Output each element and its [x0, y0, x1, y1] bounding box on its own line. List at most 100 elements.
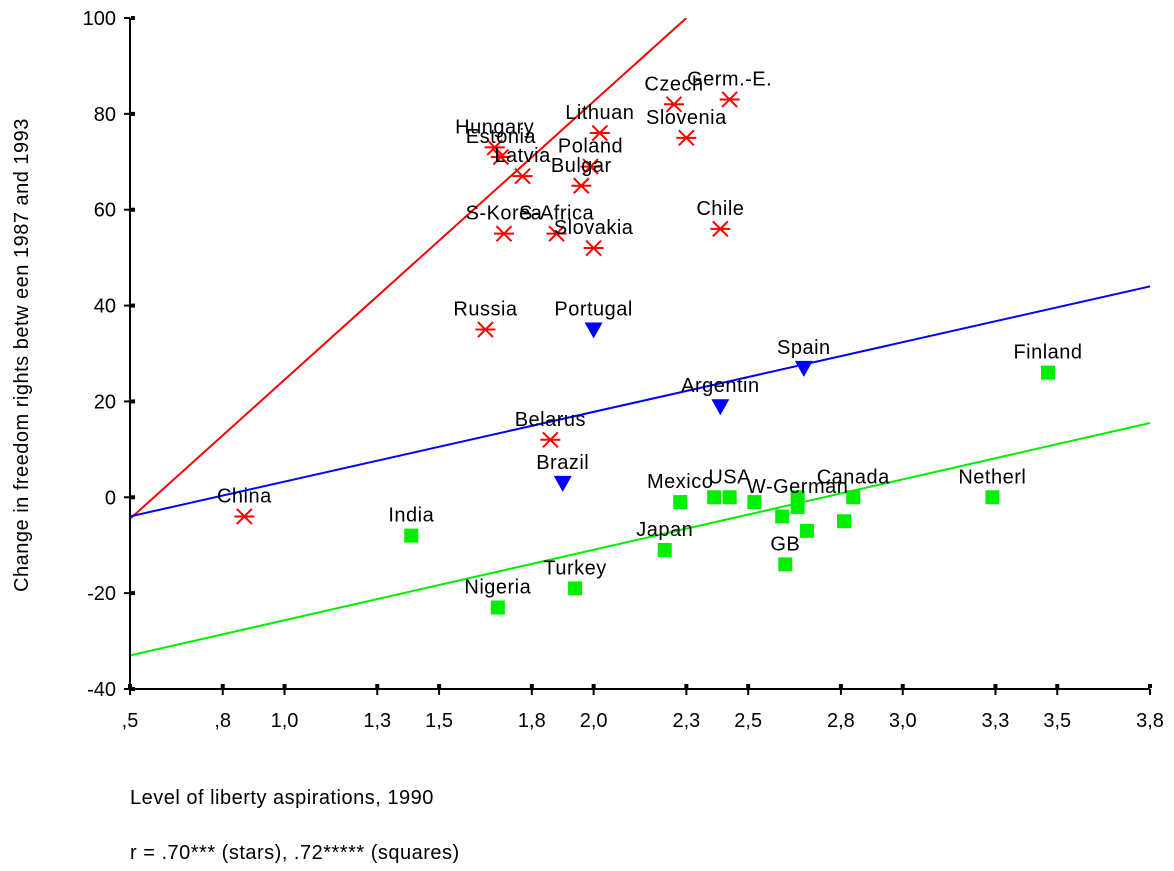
triangle-marker [553, 475, 572, 492]
square-marker [778, 557, 793, 572]
square-marker [673, 495, 688, 510]
point-label: Portugal [554, 299, 633, 321]
y-tick-label: -40 [87, 679, 116, 701]
star-marker [710, 220, 731, 238]
point-label: Canada [817, 466, 890, 488]
square-marker [747, 495, 762, 510]
star-marker [490, 148, 511, 166]
point-label: Nigeria [464, 577, 531, 599]
point-label: Argentin [681, 375, 760, 397]
x-tick-label: 1,8 [518, 710, 546, 732]
x-tick-mark [437, 684, 442, 688]
x-tick-mark [128, 684, 132, 688]
star-marker [719, 91, 740, 108]
x-tick-label: 2,5 [734, 710, 762, 732]
x-tick-mark [838, 684, 843, 688]
x-tick-label: 1,5 [425, 710, 453, 732]
point-label: Chile [696, 198, 744, 220]
y-tick-label: -20 [87, 583, 116, 605]
star-marker [484, 139, 505, 156]
square-marker [790, 490, 805, 505]
star-marker [540, 431, 561, 448]
square-marker [490, 600, 505, 615]
point-label: China [217, 485, 272, 507]
y-tick-mark [131, 111, 135, 116]
y-tick-mark [131, 591, 135, 596]
point-label: Mexico [647, 471, 713, 493]
point-label: India [388, 505, 434, 527]
y-tick-mark [131, 399, 135, 404]
square-marker [837, 514, 851, 529]
point-label: Russia [453, 299, 518, 321]
y-axis-label: Change in freedom rights betw een 1987 a… [11, 118, 33, 592]
star-marker [580, 158, 601, 175]
point-label: Slovenia [646, 107, 727, 129]
point-label: Germ.-E. [687, 68, 772, 90]
x-tick-mark [1148, 684, 1152, 688]
star-marker [589, 124, 610, 142]
y-tick-label: 80 [94, 104, 116, 126]
point-label: Czech [644, 73, 703, 95]
star-marker [676, 129, 697, 147]
x-tick-mark [529, 684, 534, 688]
x-tick-label: 1,0 [271, 710, 299, 732]
star-marker [475, 321, 496, 338]
point-label: Brazil [536, 452, 589, 474]
y-tick-mark [131, 303, 135, 308]
x-tick-label: 3,3 [982, 710, 1010, 732]
correlation-note: r = .70*** (stars), .72***** (squares) [130, 842, 460, 864]
star-marker [664, 96, 684, 113]
x-tick-label: 3,8 [1136, 710, 1164, 732]
square-marker [985, 490, 1000, 505]
point-label: Belarus [515, 409, 586, 431]
square-marker [404, 528, 419, 543]
fit-line-star [130, 18, 688, 520]
square-marker [657, 543, 672, 558]
point-label: Bulgar [551, 155, 612, 177]
point-label: USA [708, 466, 751, 488]
point-label: GB [770, 533, 800, 555]
x-tick-mark [220, 684, 225, 688]
point-label: Hungary [455, 116, 534, 138]
star-marker [494, 225, 514, 242]
square-marker [775, 509, 790, 524]
x-tick-mark [591, 684, 596, 688]
square-marker [707, 490, 722, 505]
x-tick-label: 2,3 [672, 710, 700, 732]
point-label: Spain [777, 337, 831, 359]
x-tick-label: 1,3 [363, 710, 391, 732]
x-axis-label: Level of liberty aspirations, 1990 [130, 787, 434, 809]
x-tick-mark [375, 684, 380, 688]
fit-lines [130, 18, 1150, 657]
y-tick-label: 20 [94, 391, 116, 413]
point-label: Estonia [466, 126, 537, 148]
x-tick-label: 3,0 [889, 710, 917, 732]
y-tick-mark [131, 687, 135, 691]
x-tick-label: 2,8 [827, 710, 855, 732]
tick-labels: -40 -20 0 20 40 60 80 100 ,5 ,8 1,0 1,3 1,5 1,8 2,0 2,3… [83, 8, 1164, 732]
square-marker [722, 490, 737, 505]
y-tick-mark [131, 16, 135, 20]
square-marker [846, 490, 861, 505]
star-marker [571, 177, 592, 194]
y-tick-mark [131, 495, 135, 500]
x-tick-mark [1055, 684, 1060, 688]
x-tick-mark [993, 684, 998, 688]
star-marker [583, 239, 604, 257]
point-label: Finland [1013, 342, 1082, 364]
x-tick-label: 2,0 [580, 710, 608, 732]
axes [124, 16, 1152, 695]
point-label: Turkey [543, 557, 606, 579]
fit-line-triangle [130, 285, 1150, 518]
x-tick-mark [684, 684, 689, 688]
point-label: Japan [636, 519, 693, 541]
star-marker [234, 508, 255, 525]
fit-line-square [130, 422, 1150, 657]
point-label: Slovakia [554, 217, 634, 239]
triangle-marker [794, 360, 813, 377]
triangle-marker [584, 322, 603, 339]
y-tick-label: 60 [94, 200, 116, 222]
y-tick-label: 40 [94, 296, 116, 318]
square-marker [568, 581, 583, 596]
